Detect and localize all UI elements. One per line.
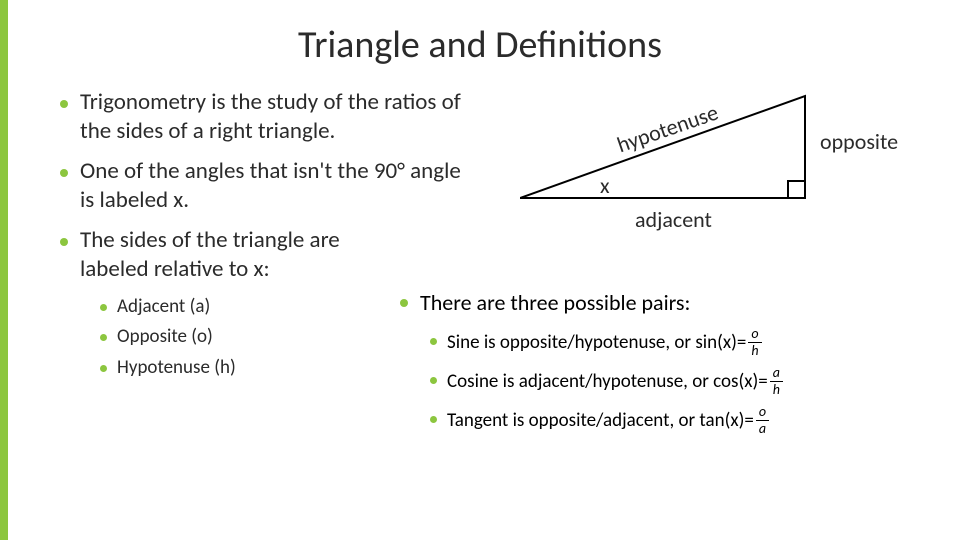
right-column: There are three possible pairs: Sine is …	[400, 288, 920, 445]
fraction-denominator: h	[748, 343, 761, 358]
sub-bullet-text: Opposite (o)	[117, 325, 213, 350]
angle-label: x	[600, 172, 610, 199]
bullet-item: The sides of the triangle are labeled re…	[60, 226, 350, 285]
bullet-text: One of the angles that isn't the 90° ang…	[80, 157, 470, 216]
right-sub-item: Tangent is opposite/adjacent, or tan(x)=…	[430, 406, 920, 437]
right-sub-item: Cosine is adjacent/hypotenuse, or cos(x)…	[430, 367, 920, 398]
bullet-icon	[60, 100, 68, 108]
fraction: ah	[770, 366, 783, 397]
bullet-item: Trigonometry is the study of the ratios …	[60, 88, 470, 147]
fraction-denominator: a	[756, 421, 769, 436]
accent-bar	[0, 0, 8, 540]
fraction-denominator: h	[770, 382, 783, 397]
bullet-icon	[400, 299, 408, 307]
content-area: Trigonometry is the study of the ratios …	[60, 88, 920, 528]
right-sub-item: Sine is opposite/hypotenuse, or sin(x)=o…	[430, 328, 920, 359]
fraction-numerator: a	[770, 366, 783, 382]
right-heading-text: There are three possible pairs:	[420, 288, 690, 318]
bullet-icon	[100, 365, 107, 372]
bullet-icon	[430, 416, 437, 423]
bullet-icon	[430, 377, 437, 384]
fraction-numerator: o	[748, 327, 761, 343]
right-sub-text: Cosine is adjacent/hypotenuse, or cos(x)…	[447, 367, 783, 398]
sub-bullet-text: Hypotenuse (h)	[117, 356, 236, 381]
adjacent-label: adjacent	[635, 206, 712, 233]
bullet-icon	[100, 334, 107, 341]
triangle-diagram: hypotenuse opposite adjacent x	[520, 88, 940, 258]
triangle-svg	[520, 88, 940, 258]
cosine-text: Cosine is adjacent/hypotenuse, or cos(x)…	[447, 370, 768, 393]
sine-text: Sine is opposite/hypotenuse, or sin(x)=	[447, 331, 746, 354]
bullet-text: The sides of the triangle are labeled re…	[80, 226, 350, 285]
bullet-icon	[60, 238, 68, 246]
opposite-label: opposite	[820, 128, 898, 155]
fraction: oh	[748, 327, 761, 358]
bullet-item: There are three possible pairs:	[400, 288, 920, 318]
bullet-icon	[60, 169, 68, 177]
bullet-item: One of the angles that isn't the 90° ang…	[60, 157, 470, 216]
tangent-text: Tangent is opposite/adjacent, or tan(x)=	[447, 409, 754, 432]
right-sub-text: Tangent is opposite/adjacent, or tan(x)=…	[447, 406, 769, 437]
bullet-icon	[100, 304, 107, 311]
fraction-numerator: o	[756, 405, 769, 421]
sub-bullet-text: Adjacent (a)	[117, 295, 210, 320]
slide-title: Triangle and Definitions	[0, 22, 960, 68]
right-sub-list: Sine is opposite/hypotenuse, or sin(x)=o…	[430, 328, 920, 437]
right-sub-text: Sine is opposite/hypotenuse, or sin(x)=o…	[447, 328, 762, 359]
bullet-text: Trigonometry is the study of the ratios …	[80, 88, 470, 147]
bullet-icon	[430, 338, 437, 345]
fraction: oa	[756, 405, 769, 436]
